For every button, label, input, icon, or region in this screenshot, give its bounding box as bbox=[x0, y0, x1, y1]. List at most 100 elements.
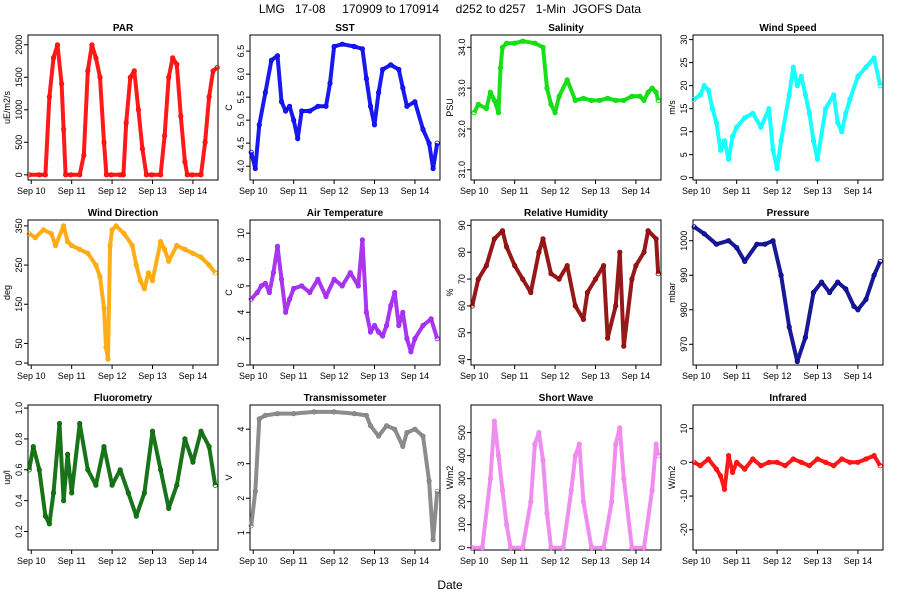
data-point bbox=[568, 487, 574, 493]
panel-pressure: Pressure 970 980 990 1000 mbar Sep 10 Sep 11 Sep… bbox=[667, 208, 884, 381]
x-tick-label: Sep 11 bbox=[280, 556, 308, 566]
data-point bbox=[520, 545, 526, 551]
data-point bbox=[742, 115, 748, 121]
data-point bbox=[89, 42, 95, 48]
data-point bbox=[754, 241, 760, 247]
data-point bbox=[206, 94, 212, 100]
y-axis-label: PSU bbox=[445, 98, 455, 117]
plot-frame bbox=[27, 219, 219, 366]
y-tick-label: 500 bbox=[457, 425, 467, 440]
data-point bbox=[101, 139, 107, 145]
data-point bbox=[655, 452, 661, 459]
data-point bbox=[254, 289, 260, 296]
x-tick-label: Sep 12 bbox=[763, 556, 792, 566]
data-point bbox=[125, 490, 131, 496]
data-point bbox=[649, 487, 655, 493]
x-tick-label: Sep 14 bbox=[622, 371, 651, 381]
data-point bbox=[396, 66, 402, 73]
data-point bbox=[262, 412, 268, 418]
x-tick-label: Sep 13 bbox=[138, 556, 167, 566]
series-trace bbox=[29, 42, 219, 177]
data-point bbox=[600, 262, 607, 269]
x-tick-label: Sep 12 bbox=[541, 371, 570, 381]
plot-frame bbox=[249, 219, 441, 366]
data-point bbox=[258, 283, 264, 289]
data-point bbox=[375, 433, 382, 439]
data-point bbox=[713, 466, 720, 472]
y-axis-label: V bbox=[224, 474, 234, 480]
y-tick-label: 300 bbox=[457, 471, 467, 486]
data-point bbox=[274, 243, 281, 249]
data-point bbox=[794, 358, 800, 365]
x-tick-label: Sep 13 bbox=[803, 556, 832, 566]
y-tick-label: 8 bbox=[236, 257, 246, 262]
data-point bbox=[750, 110, 756, 116]
series-trace bbox=[249, 237, 440, 354]
x-tick-label: Sep 14 bbox=[844, 371, 873, 381]
y-tick-label: 4 bbox=[236, 427, 246, 432]
data-point bbox=[331, 409, 337, 415]
data-point bbox=[637, 93, 643, 99]
data-point bbox=[379, 333, 386, 339]
x-axis-label: Date bbox=[437, 578, 463, 592]
data-point bbox=[295, 136, 301, 142]
data-point bbox=[520, 38, 526, 44]
y-tick-label: 0 bbox=[679, 175, 689, 180]
data-point bbox=[93, 55, 99, 61]
y-tick-label: 0 bbox=[14, 361, 24, 366]
data-point bbox=[758, 124, 764, 130]
data-point bbox=[629, 545, 635, 551]
data-point bbox=[46, 521, 53, 527]
data-point bbox=[762, 241, 768, 247]
data-point bbox=[691, 459, 697, 465]
y-tick-label: 1 bbox=[236, 530, 246, 535]
data-point bbox=[105, 356, 111, 362]
x-tick-label: Sep 13 bbox=[138, 371, 167, 381]
series-trace bbox=[249, 409, 440, 542]
y-tick-label: 0 bbox=[679, 460, 689, 465]
data-point bbox=[709, 106, 716, 112]
data-point bbox=[282, 309, 289, 315]
data-point bbox=[831, 92, 837, 98]
data-point bbox=[158, 467, 164, 473]
data-point bbox=[697, 92, 703, 98]
x-tick-label: Sep 11 bbox=[723, 371, 751, 381]
plot-frame bbox=[249, 34, 441, 181]
y-tick-label: 33.0 bbox=[457, 79, 467, 97]
y-axis-label: mbar bbox=[667, 282, 677, 303]
data-point bbox=[592, 276, 599, 282]
data-point bbox=[198, 428, 204, 434]
data-point bbox=[596, 97, 603, 104]
data-point bbox=[499, 228, 506, 234]
data-point bbox=[117, 467, 123, 473]
data-point bbox=[717, 147, 724, 153]
data-point bbox=[182, 159, 188, 165]
data-point bbox=[713, 241, 720, 247]
data-point bbox=[633, 262, 639, 269]
panel-relative-humidity: Relative Humidity 40 50 60 70 80 90% Sep 10 Sep … bbox=[445, 208, 662, 381]
data-point bbox=[286, 103, 293, 109]
y-tick-label: 4.0 bbox=[236, 160, 246, 173]
data-point bbox=[491, 418, 497, 424]
data-point bbox=[108, 172, 114, 178]
data-point bbox=[729, 133, 736, 139]
panel-title: Infrared bbox=[769, 393, 806, 404]
panel-title: Pressure bbox=[767, 208, 810, 219]
data-point bbox=[742, 466, 748, 472]
panel-title: SST bbox=[335, 23, 354, 34]
data-point bbox=[742, 258, 748, 264]
data-point bbox=[512, 262, 518, 269]
y-tick-label: 980 bbox=[679, 302, 689, 317]
data-point bbox=[120, 172, 127, 178]
plot-frame bbox=[470, 219, 662, 366]
data-point bbox=[351, 43, 357, 50]
data-point bbox=[363, 412, 369, 418]
data-point bbox=[503, 40, 510, 46]
data-point bbox=[182, 436, 188, 442]
x-tick-label: Sep 13 bbox=[581, 186, 610, 196]
data-point bbox=[822, 106, 829, 112]
data-point bbox=[135, 107, 141, 113]
panel-short-wave: Short Wave 0 100 200 300 400 500 W/m2 Sep 10 Sep … bbox=[445, 393, 662, 566]
data-point bbox=[123, 120, 129, 126]
